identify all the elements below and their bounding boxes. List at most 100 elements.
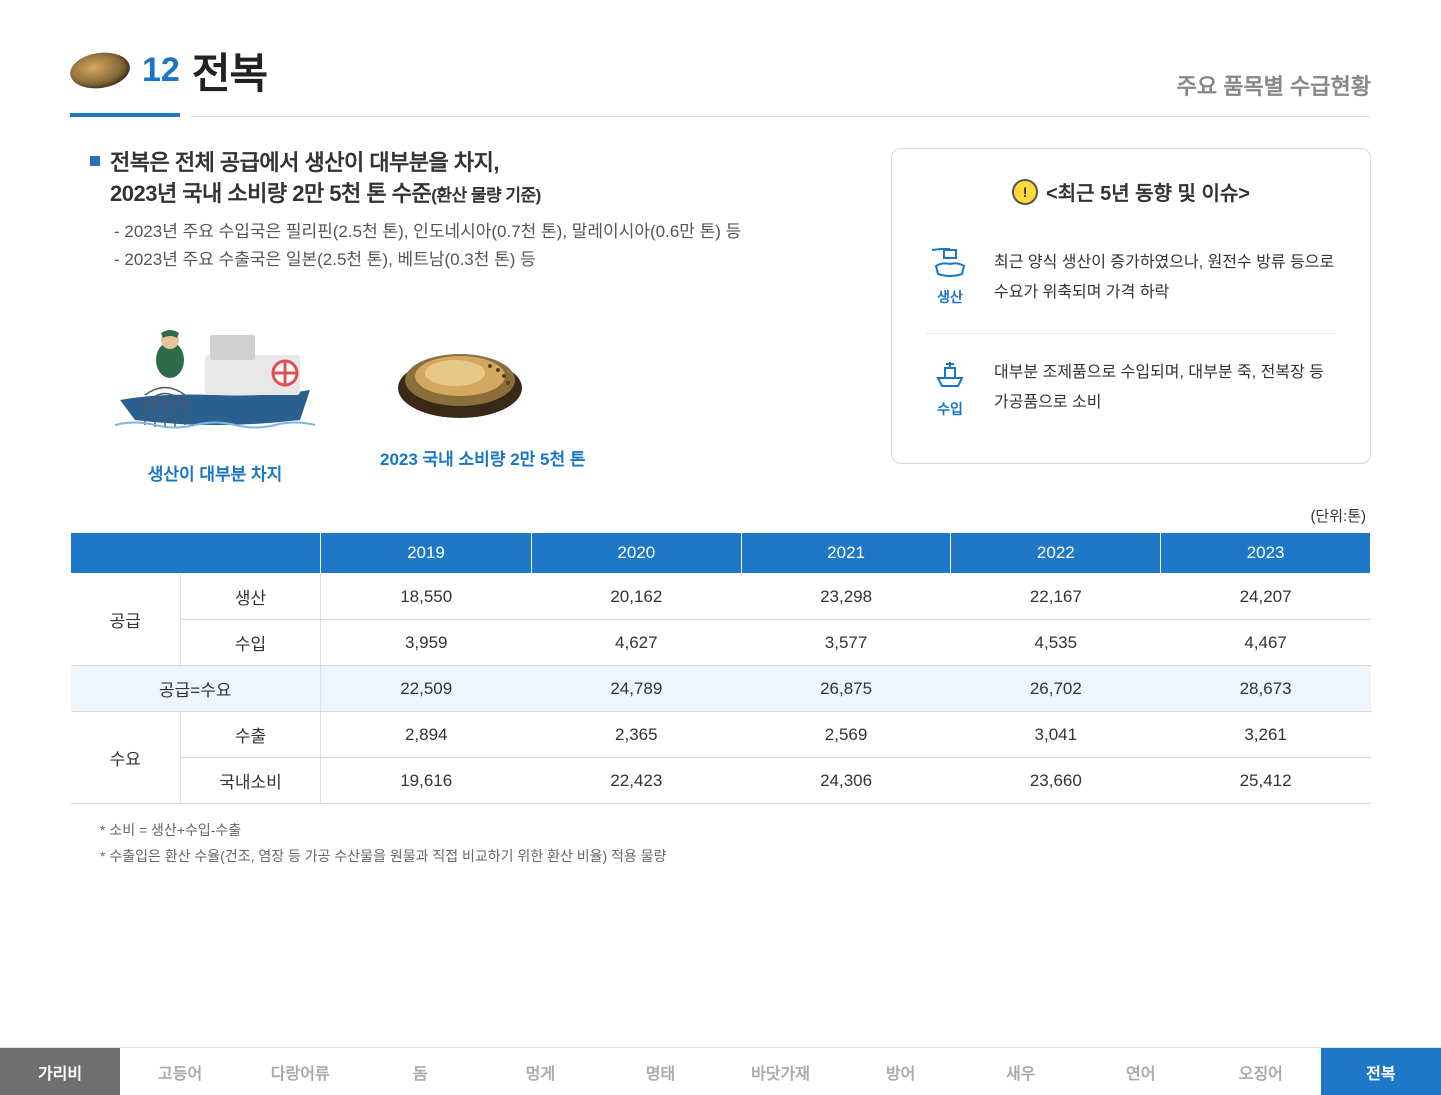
- info-divider: [926, 333, 1336, 334]
- nav-item-전복[interactable]: 전복: [1321, 1047, 1441, 1095]
- table-cell: 23,298: [741, 574, 951, 620]
- nav-item-고등어[interactable]: 고등어: [120, 1047, 240, 1095]
- table-year-2: 2020: [531, 533, 741, 574]
- sub-points: - 2023년 주요 수입국은 필리핀(2.5천 톤), 인도네시아(0.7천 …: [114, 218, 851, 276]
- sub-point-2: - 2023년 주요 수출국은 일본(2.5천 톤), 베트남(0.3천 톤) …: [114, 246, 851, 275]
- headline-line1: 전복은 전체 공급에서 생산이 대부분을 차지,: [110, 150, 499, 175]
- sub-point-1: - 2023년 주요 수입국은 필리핀(2.5천 톤), 인도네시아(0.7천 …: [114, 218, 851, 247]
- headline-suffix: (환산 물량 기준): [431, 186, 541, 205]
- table-year-3: 2021: [741, 533, 951, 574]
- nav-item-오징어[interactable]: 오징어: [1201, 1047, 1321, 1095]
- unit-label: (단위:톤): [0, 485, 1441, 532]
- table-cell: 수출: [181, 712, 321, 758]
- title-block: 12 전복: [70, 40, 267, 101]
- table-cell: 22,509: [321, 666, 532, 712]
- nav-item-바닷가재[interactable]: 바닷가재: [720, 1047, 840, 1095]
- page-subtitle: 주요 품목별 수급현황: [1177, 69, 1371, 101]
- table-cell: 2,894: [321, 712, 532, 758]
- info-text-2: 대부분 조제품으로 수입되며, 대부분 죽, 전복장 등 가공품으로 소비: [994, 358, 1336, 419]
- page-header: 12 전복 주요 품목별 수급현황: [0, 0, 1441, 101]
- table-cell: 26,875: [741, 666, 951, 712]
- nav-item-새우[interactable]: 새우: [961, 1047, 1081, 1095]
- table-cell: 22,167: [951, 574, 1161, 620]
- footnote-1: * 소비 = 생산+수입-수출: [100, 818, 1441, 843]
- abalone-icon: [68, 49, 132, 92]
- lightbulb-icon: !: [1012, 179, 1038, 205]
- table-year-1: 2019: [321, 533, 532, 574]
- page-number: 12: [142, 51, 180, 90]
- table-cell: 생산: [181, 574, 321, 620]
- info-item-import: 수입 대부분 조제품으로 수입되며, 대부분 죽, 전복장 등 가공품으로 소비: [926, 342, 1336, 435]
- info-title-text: <최근 5년 동향 및 이슈>: [1046, 177, 1250, 206]
- table-cell: 3,577: [741, 620, 951, 666]
- table-year-4: 2022: [951, 533, 1161, 574]
- nav-item-멍게[interactable]: 멍게: [480, 1047, 600, 1095]
- table-cell: 28,673: [1161, 666, 1371, 712]
- table-row: 공급=수요22,50924,78926,87526,70228,673: [71, 666, 1371, 712]
- table-cell: 공급=수요: [71, 666, 321, 712]
- table-cell: 2,365: [531, 712, 741, 758]
- title-underline: [70, 113, 180, 117]
- nav-item-방어[interactable]: 방어: [841, 1047, 961, 1095]
- info-text-1: 최근 양식 생산이 증가하였으나, 원전수 방류 등으로 수요가 위축되며 가격…: [994, 248, 1336, 309]
- table-cell: 2,569: [741, 712, 951, 758]
- nav-item-연어[interactable]: 연어: [1081, 1047, 1201, 1095]
- table-cell: 22,423: [531, 758, 741, 804]
- headline-block: 전복은 전체 공급에서 생산이 대부분을 차지, 2023년 국내 소비량 2만…: [90, 148, 851, 210]
- page-title: 전복: [192, 40, 267, 101]
- abalone-large-icon: [390, 338, 530, 423]
- table-cell: 25,412: [1161, 758, 1371, 804]
- info-box-title: ! <최근 5년 동향 및 이슈>: [926, 177, 1336, 206]
- headline-line2: 2023년 국내 소비량 2만 5천 톤 수준: [110, 181, 431, 206]
- table-cell: 24,789: [531, 666, 741, 712]
- table-cell: 19,616: [321, 758, 532, 804]
- table-header-blank: [71, 533, 321, 574]
- table-row: 국내소비19,61622,42324,30623,66025,412: [71, 758, 1371, 804]
- header-divider: [190, 116, 1371, 117]
- ship-icon: [932, 358, 968, 390]
- illustration-row: 생산이 대부분 차지 2023 국내 소비량 2만 5천 톤: [90, 305, 851, 485]
- content-area: 전복은 전체 공급에서 생산이 대부분을 차지, 2023년 국내 소비량 2만…: [0, 118, 1441, 485]
- table-cell: 수입: [181, 620, 321, 666]
- info-item-production: 생산 최근 양식 생산이 증가하였으나, 원전수 방류 등으로 수요가 위축되며…: [926, 232, 1336, 325]
- nav-item-돔[interactable]: 돔: [360, 1047, 480, 1095]
- table-cell: 3,261: [1161, 712, 1371, 758]
- table-row: 공급생산18,55020,16223,29822,16724,207: [71, 574, 1371, 620]
- table-cell: 4,627: [531, 620, 741, 666]
- right-column: ! <최근 5년 동향 및 이슈> 생산 최근 양식 생산이 증가하였으나, 원…: [891, 148, 1371, 485]
- table-cell: 3,041: [951, 712, 1161, 758]
- info-icon-label-1: 생산: [926, 287, 974, 307]
- hand-icon: [932, 248, 968, 278]
- table-cell: 18,550: [321, 574, 532, 620]
- boat-illustration: 생산이 대부분 차지: [110, 305, 320, 485]
- footnote-2: * 수출입은 환산 수율(건조, 염장 등 가공 수산물을 원물과 직접 비교하…: [100, 844, 1441, 869]
- nav-item-다랑어류[interactable]: 다랑어류: [240, 1047, 360, 1095]
- table-header-row: 2019 2020 2021 2022 2023: [71, 533, 1371, 574]
- table-row: 수요수출2,8942,3652,5693,0413,261: [71, 712, 1371, 758]
- nav-item-가리비[interactable]: 가리비: [0, 1047, 120, 1095]
- table-cell: 4,535: [951, 620, 1161, 666]
- boat-caption: 생산이 대부분 차지: [110, 460, 320, 485]
- table-cell: 20,162: [531, 574, 741, 620]
- nav-item-명태[interactable]: 명태: [600, 1047, 720, 1095]
- table-cell: 수요: [71, 712, 181, 804]
- table-cell: 23,660: [951, 758, 1161, 804]
- table-cell: 24,207: [1161, 574, 1371, 620]
- bottom-nav: 가리비고등어다랑어류돔멍게명태바닷가재방어새우연어오징어전복: [0, 1047, 1441, 1095]
- trends-info-box: ! <최근 5년 동향 및 이슈> 생산 최근 양식 생산이 증가하였으나, 원…: [891, 148, 1371, 464]
- import-icon-col: 수입: [926, 358, 974, 419]
- abalone-illustration: 2023 국내 소비량 2만 5천 톤: [380, 305, 585, 485]
- table-cell: 3,959: [321, 620, 532, 666]
- headline-text: 전복은 전체 공급에서 생산이 대부분을 차지, 2023년 국내 소비량 2만…: [110, 148, 541, 210]
- boat-icon: [110, 305, 320, 445]
- left-column: 전복은 전체 공급에서 생산이 대부분을 차지, 2023년 국내 소비량 2만…: [90, 148, 851, 485]
- table-cell: 공급: [71, 574, 181, 666]
- supply-demand-table: 2019 2020 2021 2022 2023 공급생산18,55020,16…: [70, 532, 1371, 804]
- table-row: 수입3,9594,6273,5774,5354,467: [71, 620, 1371, 666]
- production-icon-col: 생산: [926, 248, 974, 307]
- table-year-5: 2023: [1161, 533, 1371, 574]
- table-cell: 26,702: [951, 666, 1161, 712]
- abalone-caption: 2023 국내 소비량 2만 5천 톤: [380, 445, 585, 470]
- info-icon-label-2: 수입: [926, 399, 974, 419]
- table-cell: 국내소비: [181, 758, 321, 804]
